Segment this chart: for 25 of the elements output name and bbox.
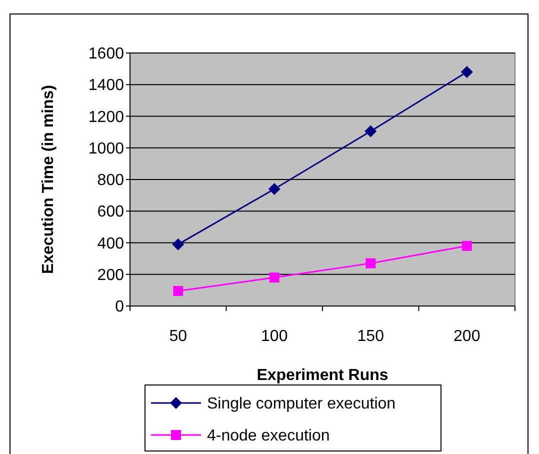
legend-label: Single computer execution: [207, 396, 396, 413]
y-axis-title: Execution Time (in mins): [40, 84, 57, 274]
x-tick-label: 200: [454, 328, 480, 345]
point: [460, 66, 473, 78]
y-tick-label: 1200: [88, 108, 124, 126]
x-axis-title: Experiment Runs: [256, 367, 388, 384]
y-tick-label: 600: [97, 204, 124, 221]
y-tick-label: 1400: [88, 77, 124, 94]
point: [268, 182, 280, 195]
x-tick-label: 100: [261, 328, 288, 345]
point: [364, 125, 377, 138]
legend-label: 4-node execution: [207, 428, 330, 445]
y-tick-label: 800: [97, 172, 124, 190]
x-tick-label: 150: [357, 328, 384, 345]
x-tick-label: 50: [169, 328, 188, 345]
y-tick-label: 200: [97, 266, 124, 284]
point: [173, 286, 184, 296]
y-tick-label: 0: [115, 298, 124, 316]
point: [462, 240, 472, 251]
point: [366, 258, 376, 268]
y-tick-label: 400: [97, 235, 124, 252]
y-tick-label: 1000: [88, 140, 124, 158]
point: [269, 272, 280, 283]
y-tick-label: 1600: [88, 46, 124, 63]
point: [172, 238, 184, 250]
